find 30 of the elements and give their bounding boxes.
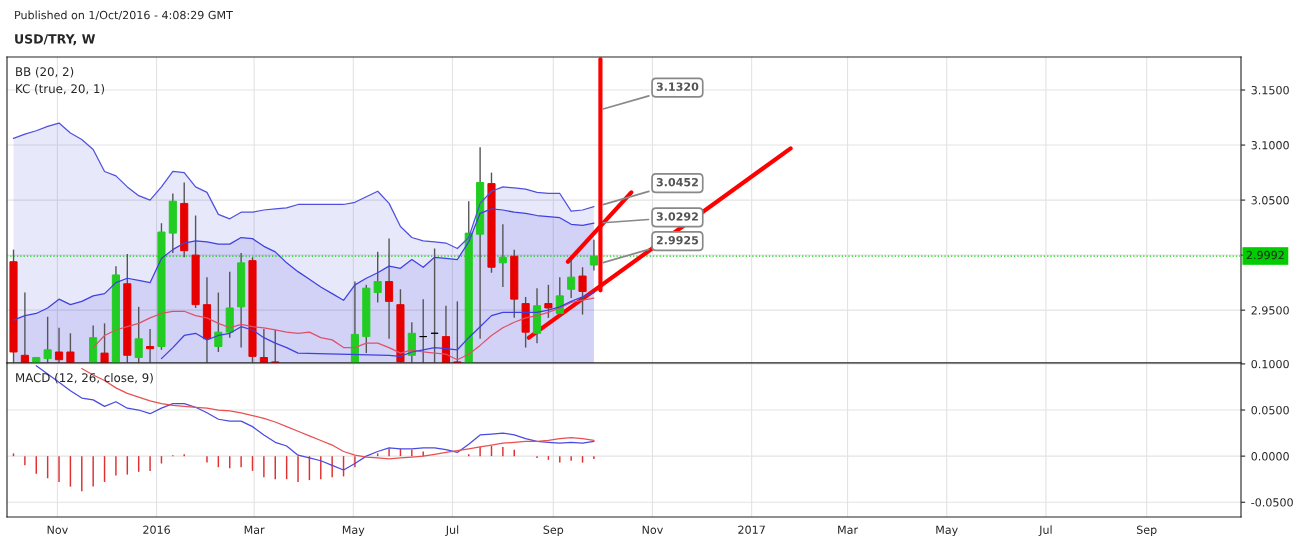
x-tick-label: Mar bbox=[244, 525, 265, 534]
y-tick-label: 3.0500 bbox=[1251, 196, 1289, 205]
x-tick-label: 2017 bbox=[738, 525, 765, 534]
annotation: BB (20, 2) bbox=[16, 67, 74, 78]
x-tick-label: 2016 bbox=[143, 525, 171, 534]
annotation: 3.0452 bbox=[656, 177, 698, 187]
y-tick-label: 3.1000 bbox=[1251, 141, 1289, 150]
y-tick-label: 0.1000 bbox=[1251, 359, 1289, 369]
x-tick-label: Sep bbox=[1136, 525, 1157, 537]
x-tick-label: Mar bbox=[838, 525, 859, 534]
x-tick-label: Nov bbox=[47, 525, 68, 534]
y-tick-label: 2.9500 bbox=[1251, 306, 1289, 315]
y-tick-label: 0.0500 bbox=[1251, 406, 1289, 415]
x-tick-label: May bbox=[342, 525, 365, 537]
annotation: KC (true, 20, 1) bbox=[16, 84, 105, 95]
x-tick-label: Jul bbox=[445, 525, 459, 536]
annotation: MACD (12, 26, close, 9) bbox=[16, 373, 153, 384]
y-tick-label: 3.1500 bbox=[1251, 86, 1289, 95]
text: Published on 1/Oct/2016 - 4:08:29 GMT bbox=[15, 10, 233, 21]
x-tick-label: Jul bbox=[1038, 525, 1052, 536]
annotation: 3.1320 bbox=[656, 82, 699, 91]
chart-title: USD/TRY, W bbox=[15, 34, 96, 46]
x-tick-label: Nov bbox=[642, 525, 663, 534]
annotation: 3.0292 bbox=[656, 212, 698, 221]
x-tick-label: Sep bbox=[543, 525, 564, 537]
x-tick-label: May bbox=[936, 525, 958, 537]
ref-line-label: 2.9992 bbox=[1246, 250, 1284, 260]
y-tick-label: 0.0000 bbox=[1251, 452, 1289, 461]
y-tick-label: -0.0500 bbox=[1251, 498, 1293, 507]
annotation: 2.9925 bbox=[656, 235, 699, 245]
